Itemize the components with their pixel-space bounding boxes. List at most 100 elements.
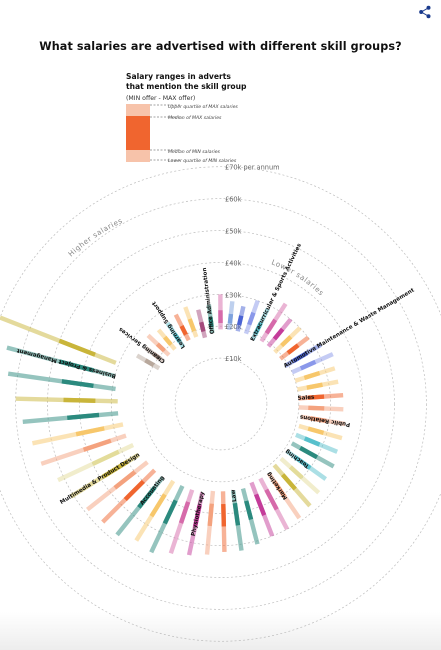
bar-median-range [293,454,312,470]
bar-median-range [172,332,182,343]
skill-bar [230,490,244,551]
skill-label: Sales [297,395,315,402]
legend-subtitle: (MIN offer - MAX offer) [126,95,195,102]
bar-median-range [218,310,223,324]
ring-30k [110,293,332,515]
bar-median-range [254,493,267,516]
legend-item-median-max: Median of MAX salaries [168,115,222,121]
bar-median-range [179,325,188,336]
legend-title-line2: that mention the skill group [126,82,247,91]
bar-median-range [299,359,317,371]
bar-median-range [208,317,214,328]
skill-bar [183,306,199,338]
bar-median-range [82,438,112,452]
skill-bar [6,345,116,379]
skill-bar [297,379,339,392]
ring-label: £60k [225,196,242,204]
ring-label: £10k [225,355,242,363]
skill-bar [240,487,260,545]
skill-bar [0,315,117,365]
skill-bar [295,432,339,454]
bar-median-range [306,382,323,390]
bar-median-range [207,503,214,527]
bar-median-range [123,479,145,502]
bar-median-range [155,342,166,353]
skill-bar [259,302,288,343]
skill-label: Automotive Maintenance & Waste Managemen… [283,287,416,369]
bar-median-range [162,499,178,525]
skill-bar [186,492,205,556]
skill-bar [258,477,290,531]
bar-median-range [303,370,321,380]
ring-label: £40k [225,259,242,267]
skill-bar [196,309,208,339]
skill-bar [7,371,116,392]
bar-median-range [272,480,287,499]
legend-item-lq-min: Lower quartile of MIN salaries [168,158,237,164]
bar-median-range [307,426,325,436]
bar-median-range [149,493,167,518]
ring-label: £30k [225,291,242,299]
bar-median-range [91,449,120,466]
bar-median-range [67,412,100,421]
skill-bar [249,481,275,537]
bar-median-range [227,313,234,324]
skill-bar [220,491,227,552]
bar-median-range [288,465,304,480]
ring-10k [174,357,268,451]
skill-bar [218,294,223,330]
bar-median-range [264,488,279,511]
bar-median-range [75,426,105,437]
bar-quartile-range [0,315,117,365]
skill-bar [272,463,312,508]
skill-bar [227,301,235,331]
bar-median-range [187,318,197,332]
skill-bar [149,485,185,554]
footer-fade [0,612,441,650]
bar-median-range [199,321,206,332]
bar-median-range [310,416,327,424]
skill-bar [298,405,344,412]
skill-bar [173,313,191,342]
bar-median-range [307,394,325,400]
skill-bar [146,333,171,357]
bar-median-range [63,397,96,403]
skill-bar [85,460,149,512]
bar-median-range [113,470,137,490]
skill-bar [22,411,119,425]
bar-median-range [303,436,321,447]
bar-median-range [253,321,263,336]
grid-rings [0,166,441,642]
ring-50k [47,230,395,578]
bar-median-range [58,359,94,373]
ring-label: £50k [225,228,242,236]
skill-bar [115,476,165,537]
skill-bar [294,366,336,383]
skill-bar [206,304,215,334]
skill-bar [250,307,270,341]
skill-bar [243,299,260,335]
bar-median-range [137,486,157,509]
salary-bars [0,294,346,556]
bar-median-range [152,352,162,361]
ring-label: £20k [225,323,242,331]
skill-bar [266,317,293,348]
skill-bar [165,321,186,349]
bar-median-range [221,504,227,527]
skill-bar [298,392,344,401]
skill-bar [290,441,335,469]
ring-label: £70k per annum [225,164,280,172]
skill-bar [15,396,118,404]
bar-median-range [308,405,325,411]
chart-title: What salaries are advertised with differ… [39,40,402,53]
skill-bar [266,472,302,520]
bar-median-range [244,500,254,520]
legend-inner-bar [126,116,150,150]
skill-bar [291,352,334,375]
skill-label: Extracurricular & Sports Activities [250,242,303,342]
bar-median-range [102,459,129,479]
share-button[interactable] [418,4,432,19]
bar-median-range [58,338,96,357]
bar-median-range [292,351,309,363]
